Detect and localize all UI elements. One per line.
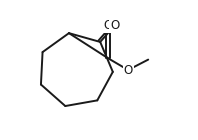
Text: O: O (103, 19, 113, 32)
Text: O: O (124, 64, 133, 76)
Text: O: O (110, 19, 120, 32)
